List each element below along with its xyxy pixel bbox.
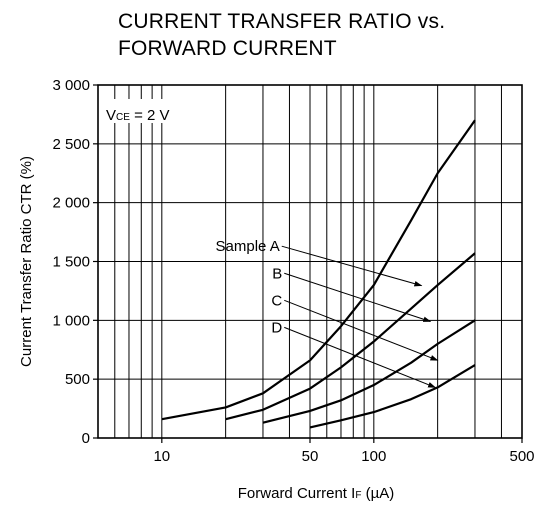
y-tick-label: 500 xyxy=(65,371,90,388)
y-tick-label: 2 000 xyxy=(52,195,90,212)
x-axis-label: Forward Current IF (µA) xyxy=(238,485,394,502)
x-tick-label: 50 xyxy=(302,448,319,465)
curve-label-1: Sample A xyxy=(216,238,280,255)
series-line-1 xyxy=(162,120,475,419)
series-layer xyxy=(162,120,475,427)
x-tick-label: 10 xyxy=(153,448,170,465)
curve-leader-arrow-4 xyxy=(284,327,435,387)
y-tick-label: 0 xyxy=(82,430,90,447)
y-tick-label: 1 500 xyxy=(52,254,90,271)
y-tick-label: 2 500 xyxy=(52,136,90,153)
grid-layer xyxy=(98,85,522,438)
curve-label-4: D xyxy=(271,319,282,336)
y-tick-label: 3 000 xyxy=(52,77,90,94)
x-tick-label: 100 xyxy=(361,448,386,465)
condition-annotation: VCE = 2 V xyxy=(106,107,170,124)
y-axis-label: Current Transfer Ratio CTR (%) xyxy=(18,156,35,367)
y-tick-label: 1 000 xyxy=(52,312,90,329)
curve-label-2: B xyxy=(272,265,282,282)
curve-label-3: C xyxy=(271,292,282,309)
curve-leader-arrow-2 xyxy=(284,273,430,321)
x-tick-label: 500 xyxy=(509,448,534,465)
